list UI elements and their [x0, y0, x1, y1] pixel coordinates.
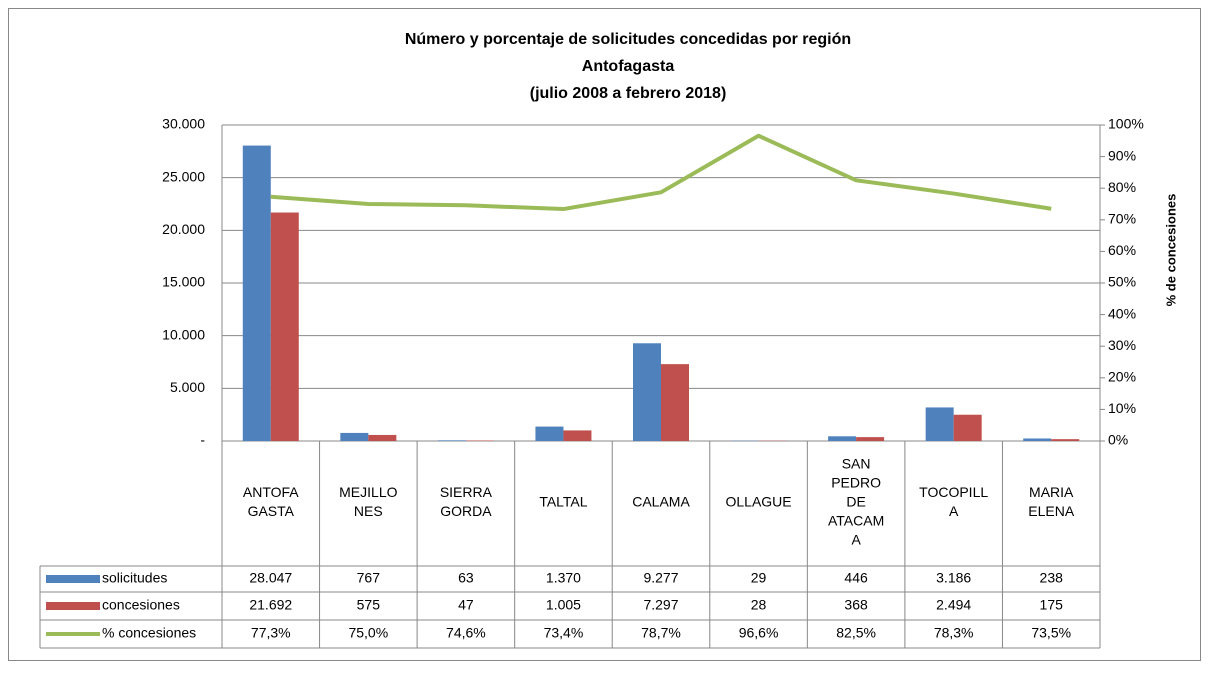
table-value: 28.047	[249, 570, 292, 586]
table-value: 2.494	[936, 597, 971, 613]
x-tick-label: GORDA	[440, 503, 492, 519]
table-value: 63	[458, 570, 474, 586]
table-value: 238	[1040, 570, 1064, 586]
bar	[368, 435, 396, 441]
y2-tick-label: 90%	[1108, 147, 1136, 163]
y-tick-label: 20.000	[162, 221, 205, 237]
bar	[661, 364, 689, 441]
bar	[954, 415, 982, 441]
x-tick-label: ELENA	[1028, 503, 1075, 519]
y-tick-label: 15.000	[162, 274, 205, 290]
y2-tick-label: 40%	[1108, 305, 1136, 321]
chart-title: Antofagasta	[582, 58, 675, 75]
y2-axis-label: % de concesiones	[1163, 194, 1178, 307]
table-value: 78,7%	[641, 625, 681, 641]
x-tick-label: MEJILLO	[339, 484, 397, 500]
table-value: 73,4%	[544, 625, 584, 641]
table-value: 96,6%	[739, 625, 779, 641]
bar	[856, 437, 884, 441]
table-value: 78,3%	[934, 625, 974, 641]
table-value: 575	[357, 597, 381, 613]
y2-tick-label: 100%	[1108, 116, 1144, 132]
y2-tick-label: 70%	[1108, 211, 1136, 227]
x-tick-label: TOCOPILL	[919, 484, 988, 500]
x-tick-label: A	[851, 532, 861, 548]
legend-label: solicitudes	[102, 570, 167, 586]
y-tick-label: 5.000	[170, 379, 205, 395]
table-value: 175	[1040, 597, 1064, 613]
x-tick-label: DE	[846, 494, 865, 510]
bar	[535, 427, 563, 441]
x-tick-label: CALAMA	[632, 494, 690, 510]
chart-title: (julio 2008 a febrero 2018)	[530, 85, 727, 102]
x-tick-label: ANTOFA	[243, 484, 299, 500]
y-tick-label: 10.000	[162, 326, 205, 342]
y2-tick-label: 60%	[1108, 242, 1136, 258]
bar	[438, 440, 466, 441]
table-value: 47	[458, 597, 474, 613]
legend-label: % concesiones	[102, 625, 196, 641]
x-tick-label: PEDRO	[831, 475, 881, 491]
table-value: 767	[357, 570, 381, 586]
bar	[926, 407, 954, 441]
table-value: 1.370	[546, 570, 581, 586]
x-tick-label: SAN	[842, 456, 871, 472]
y2-tick-label: 50%	[1108, 274, 1136, 290]
table-value: 29	[751, 570, 767, 586]
x-tick-label: TALTAL	[539, 494, 587, 510]
y2-tick-label: 30%	[1108, 337, 1136, 353]
x-tick-label: NES	[354, 503, 383, 519]
bar	[633, 343, 661, 441]
y-tick-label: -	[200, 432, 205, 448]
chart-title: Número y porcentaje de solicitudes conce…	[405, 31, 851, 48]
legend-swatch	[46, 575, 100, 583]
y-tick-label: 30.000	[162, 116, 205, 132]
legend-swatch	[46, 602, 100, 610]
y2-tick-label: 0%	[1108, 432, 1128, 448]
table-value: 21.692	[249, 597, 292, 613]
y2-tick-label: 80%	[1108, 179, 1136, 195]
x-tick-label: A	[949, 503, 959, 519]
table-value: 82,5%	[836, 625, 876, 641]
y2-tick-label: 20%	[1108, 369, 1136, 385]
table-value: 368	[844, 597, 868, 613]
table-value: 77,3%	[251, 625, 291, 641]
x-tick-label: SIERRA	[440, 484, 493, 500]
table-value: 73,5%	[1031, 625, 1071, 641]
bar	[563, 430, 591, 441]
table-value: 7.297	[643, 597, 678, 613]
x-tick-label: ATACAM	[828, 513, 884, 529]
x-tick-label: GASTA	[248, 503, 295, 519]
bar	[1051, 439, 1079, 441]
bar	[340, 433, 368, 441]
y2-tick-label: 10%	[1108, 400, 1136, 416]
table-value: 75,0%	[348, 625, 388, 641]
x-tick-label: OLLAGUE	[725, 494, 791, 510]
legend-label: concesiones	[102, 597, 180, 613]
y-tick-label: 25.000	[162, 168, 205, 184]
table-value: 28	[751, 597, 767, 613]
bar	[1023, 438, 1051, 441]
x-tick-label: MARIA	[1029, 484, 1074, 500]
bar	[271, 213, 299, 441]
table-value: 446	[844, 570, 868, 586]
bar	[828, 436, 856, 441]
bar	[243, 146, 271, 441]
table-value: 9.277	[643, 570, 678, 586]
table-value: 74,6%	[446, 625, 486, 641]
table-value: 3.186	[936, 570, 971, 586]
table-value: 1.005	[546, 597, 581, 613]
